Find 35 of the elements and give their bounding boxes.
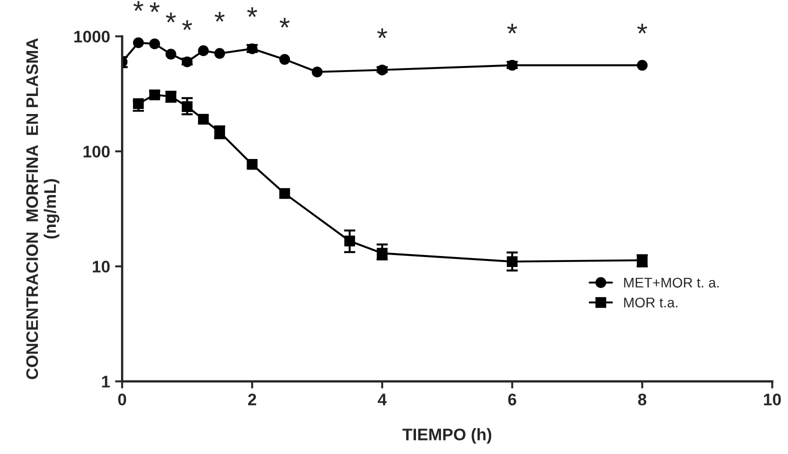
x-tick-label: 4: [378, 394, 387, 406]
annotation: *: [377, 28, 388, 38]
x-tick-label: 2: [248, 394, 256, 406]
annotation: *: [247, 7, 258, 17]
point: [198, 114, 209, 125]
legend-label: MOR t.a.: [624, 298, 678, 308]
y-tick-label: 1: [102, 376, 110, 388]
annotation: *: [182, 20, 192, 30]
x-tick-label: 8: [638, 394, 646, 406]
point: [279, 188, 290, 199]
annotation: *: [507, 24, 518, 34]
x-tick-label: 0: [118, 394, 126, 406]
point: [636, 60, 648, 71]
point: [198, 45, 209, 56]
point: [133, 37, 144, 48]
annotation: *: [150, 2, 160, 12]
legend-label: MET+MOR t. a.: [624, 278, 719, 288]
point: [312, 66, 323, 78]
y-axis-title: CONCENTRACION MORFINA EN PLASMA (ng/mL): [26, 38, 60, 380]
point: [246, 159, 258, 170]
point: [279, 54, 290, 65]
annotation: *: [133, 1, 144, 11]
x-tick-label: 6: [508, 394, 516, 406]
point: [149, 38, 160, 50]
annotation: *: [637, 24, 648, 34]
x-axis-title: TIEMPO (h): [402, 428, 492, 444]
annotation: *: [166, 12, 176, 22]
y-tick-label: 1000: [74, 30, 110, 43]
y-tick-label: 100: [84, 146, 110, 158]
annotation: *: [280, 18, 290, 28]
y-tick-label: 10: [92, 260, 110, 273]
point: [214, 48, 226, 59]
annotation: *: [214, 12, 225, 22]
x-tick-label: 10: [764, 394, 781, 406]
point: [166, 48, 176, 60]
